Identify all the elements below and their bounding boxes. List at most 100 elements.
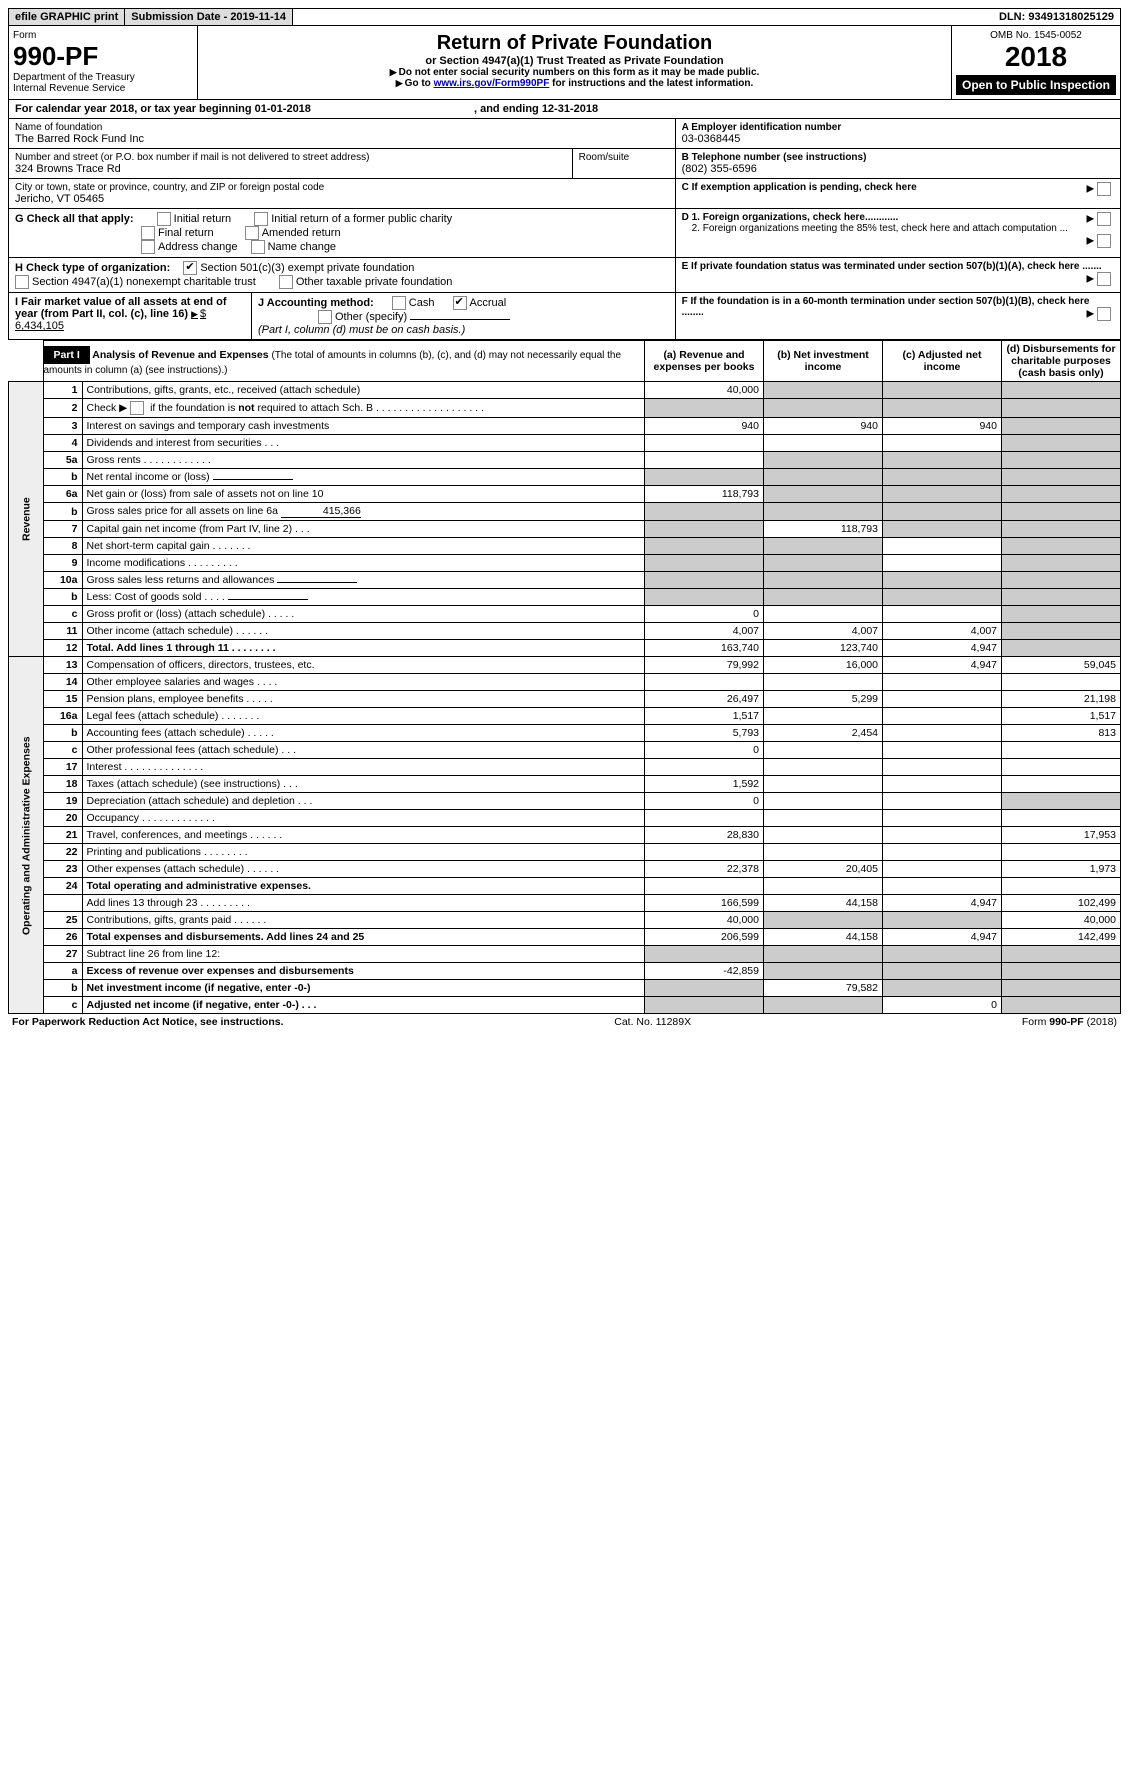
cell-16a-b (764, 708, 883, 725)
form990pf-link[interactable]: www.irs.gov/Form990PF (434, 78, 550, 89)
cell-4-c (883, 435, 1002, 452)
col-b-header: (b) Net investment income (764, 341, 883, 382)
c-checkbox[interactable] (1097, 182, 1111, 196)
cell-27-b (764, 946, 883, 963)
col-d-header: (d) Disbursements for charitable purpose… (1002, 341, 1121, 382)
501c3-checkbox[interactable] (183, 261, 197, 275)
calendar-year-line: For calendar year 2018, or tax year begi… (8, 100, 1121, 119)
cell-16a-a: 1,517 (645, 708, 764, 725)
cell-23-a: 22,378 (645, 861, 764, 878)
cell-27a-b (764, 963, 883, 980)
line-text-1: Contributions, gifts, grants, etc., rece… (82, 382, 645, 399)
cell-6b-a (645, 503, 764, 521)
line-number: 16a (43, 708, 82, 725)
other-method-checkbox[interactable] (318, 310, 332, 324)
cell-16a-d: 1,517 (1002, 708, 1121, 725)
cell-6a-a: 118,793 (645, 486, 764, 503)
j-note: (Part I, column (d) must be on cash basi… (258, 324, 465, 336)
address-change-checkbox[interactable] (141, 240, 155, 254)
d1-checkbox[interactable] (1097, 212, 1111, 226)
line-number: b (43, 469, 82, 486)
name-change-checkbox[interactable] (251, 240, 265, 254)
cell-16c-a: 0 (645, 742, 764, 759)
cell-8-c (883, 538, 1002, 555)
cell-6a-b (764, 486, 883, 503)
cell-2-a (645, 399, 764, 418)
cell-27b-a (645, 980, 764, 997)
line-text-15: Pension plans, employee benefits . . . .… (82, 691, 645, 708)
cell-9-b (764, 555, 883, 572)
line-text-21: Travel, conferences, and meetings . . . … (82, 827, 645, 844)
cell-24s-a: 166,599 (645, 895, 764, 912)
line-text-22: Printing and publications . . . . . . . … (82, 844, 645, 861)
cell-7-c (883, 521, 1002, 538)
cell-18-a: 1,592 (645, 776, 764, 793)
cell-16c-d (1002, 742, 1121, 759)
efile-print-button[interactable]: efile GRAPHIC print (9, 9, 125, 25)
cell-10a-c (883, 572, 1002, 589)
cell-7-d (1002, 521, 1121, 538)
cell-13-d: 59,045 (1002, 657, 1121, 674)
line-number: 15 (43, 691, 82, 708)
cell-27-d (1002, 946, 1121, 963)
line-text-23: Other expenses (attach schedule) . . . .… (82, 861, 645, 878)
e-checkbox[interactable] (1097, 272, 1111, 286)
cell-26-b: 44,158 (764, 929, 883, 946)
j-label: J Accounting method: (258, 297, 374, 309)
cell-21-a: 28,830 (645, 827, 764, 844)
line-text-10c: Gross profit or (loss) (attach schedule)… (82, 606, 645, 623)
line-number: 27 (43, 946, 82, 963)
initial-public-checkbox[interactable] (254, 212, 268, 226)
other-taxable-checkbox[interactable] (279, 275, 293, 289)
line-text-27b: Net investment income (if negative, ente… (82, 980, 645, 997)
cell-26-d: 142,499 (1002, 929, 1121, 946)
cell-10b-b (764, 589, 883, 606)
cell-9-a (645, 555, 764, 572)
line-number: 12 (43, 640, 82, 657)
cell-26-c: 4,947 (883, 929, 1002, 946)
line-text-3: Interest on savings and temporary cash i… (82, 418, 645, 435)
cell-5b-a (645, 469, 764, 486)
cell-8-b (764, 538, 883, 555)
cell-5b-c (883, 469, 1002, 486)
part1-title: Analysis of Revenue and Expenses (92, 349, 268, 361)
cell-6b-c (883, 503, 1002, 521)
cell-14-c (883, 674, 1002, 691)
cell-25-d: 40,000 (1002, 912, 1121, 929)
cell-5a-a (645, 452, 764, 469)
cell-24-b (764, 878, 883, 895)
line-number: 14 (43, 674, 82, 691)
initial-return-checkbox[interactable] (157, 212, 171, 226)
final-return-checkbox[interactable] (141, 226, 155, 240)
d2-checkbox[interactable] (1097, 234, 1111, 248)
cell-19-b (764, 793, 883, 810)
line-number: b (43, 980, 82, 997)
cell-16b-b: 2,454 (764, 725, 883, 742)
line-number: c (43, 606, 82, 623)
cell-12-c: 4,947 (883, 640, 1002, 657)
line-text-16c: Other professional fees (attach schedule… (82, 742, 645, 759)
amended-return-checkbox[interactable] (245, 226, 259, 240)
cash-checkbox[interactable] (392, 296, 406, 310)
accrual-checkbox[interactable] (453, 296, 467, 310)
line-number: 8 (43, 538, 82, 555)
form-subtitle: or Section 4947(a)(1) Trust Treated as P… (204, 55, 945, 67)
cell-16b-c (883, 725, 1002, 742)
cell-18-d (1002, 776, 1121, 793)
cell-8-a (645, 538, 764, 555)
cell-18-b (764, 776, 883, 793)
cell-6a-c (883, 486, 1002, 503)
4947-checkbox[interactable] (15, 275, 29, 289)
line-number: 18 (43, 776, 82, 793)
warning-ssn: Do not enter social security numbers on … (204, 67, 945, 78)
line-number: c (43, 742, 82, 759)
cell-5a-c (883, 452, 1002, 469)
line-number: 9 (43, 555, 82, 572)
cell-6b-b (764, 503, 883, 521)
f-checkbox[interactable] (1097, 307, 1111, 321)
cell-15-a: 26,497 (645, 691, 764, 708)
h-label: H Check type of organization: (15, 262, 170, 274)
line-text-6b: Gross sales price for all assets on line… (82, 503, 645, 521)
cell-25-b (764, 912, 883, 929)
line-text-17: Interest . . . . . . . . . . . . . . (82, 759, 645, 776)
